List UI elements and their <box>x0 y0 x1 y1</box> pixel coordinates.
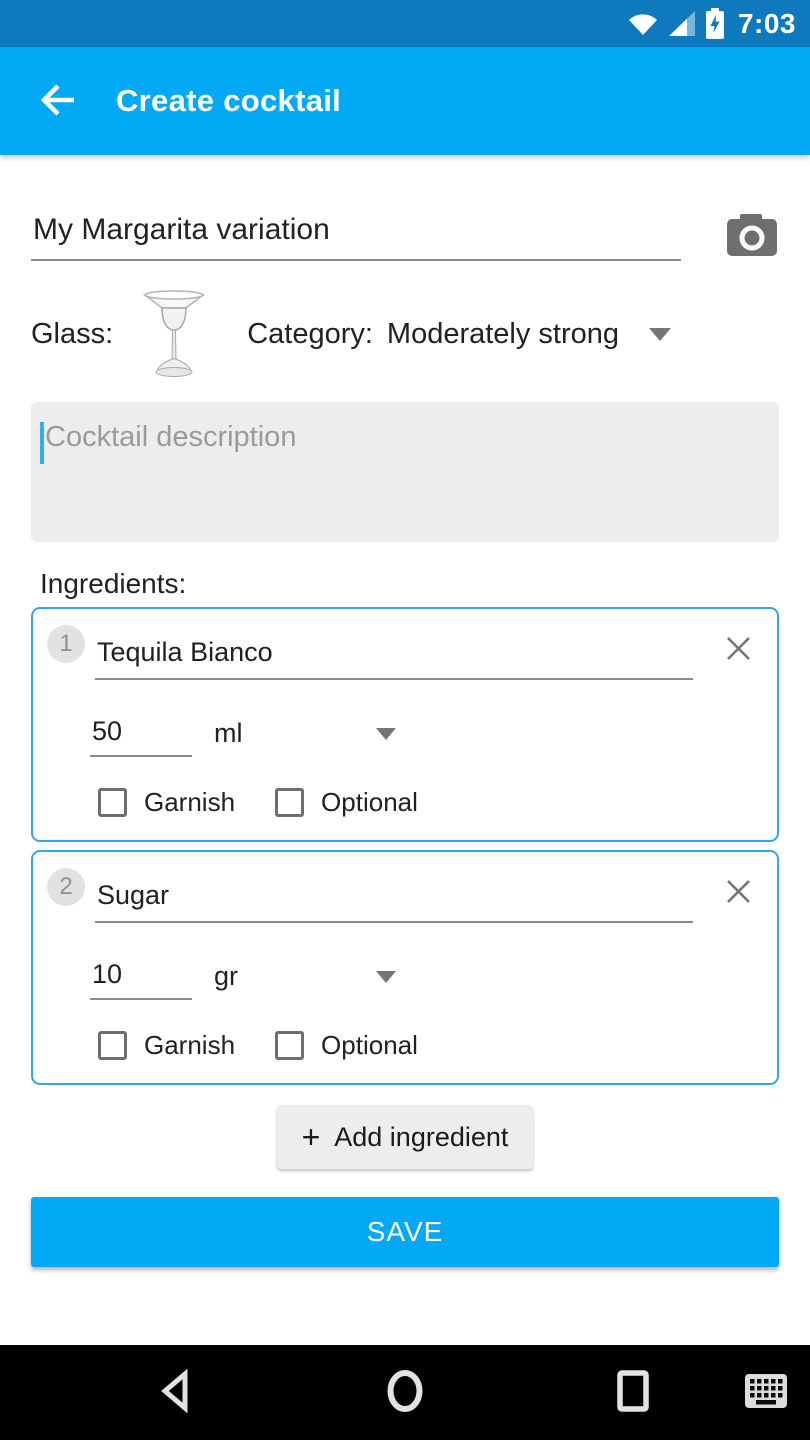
garnish-label: Garnish <box>144 1030 236 1060</box>
ingredient-amount-row: gr <box>90 959 753 1000</box>
optional-label: Optional <box>321 787 418 817</box>
page-title: Create cocktail <box>116 83 342 118</box>
nav-recents-button[interactable] <box>588 1345 678 1440</box>
ingredient-index-badge: 1 <box>47 625 85 663</box>
save-button[interactable]: SAVE <box>31 1197 779 1267</box>
add-ingredient-button[interactable]: + Add ingredient <box>277 1105 533 1169</box>
unit-select[interactable]: gr <box>214 961 396 1000</box>
unit-value: gr <box>214 961 239 991</box>
close-icon <box>725 878 752 908</box>
category-select[interactable]: Category: Moderately strong <box>247 317 672 351</box>
chevron-down-icon <box>649 327 672 341</box>
ingredient-name-input[interactable] <box>95 637 693 680</box>
text-cursor <box>40 422 44 464</box>
amount-input[interactable] <box>90 716 192 757</box>
garnish-label: Garnish <box>144 787 236 817</box>
ingredient-card: 2 gr <box>31 850 779 1085</box>
back-arrow-icon <box>37 80 79 123</box>
ingredient-options-row: Garnish Optional <box>98 1030 753 1061</box>
android-nav-bar <box>0 1345 810 1440</box>
optional-checkbox[interactable] <box>275 788 305 817</box>
category-value: Moderately strong <box>386 317 620 350</box>
description-box <box>31 402 779 542</box>
unit-value: ml <box>214 718 243 748</box>
back-button[interactable] <box>34 77 82 125</box>
optional-label: Optional <box>321 1030 418 1060</box>
keyboard-icon <box>745 1374 787 1411</box>
chevron-down-icon <box>376 727 396 740</box>
description-input[interactable] <box>31 402 779 542</box>
glass-category-row: Glass: Category: Moderately strong <box>31 287 779 381</box>
add-photo-button[interactable] <box>725 213 779 259</box>
chevron-down-icon <box>376 970 396 983</box>
app-bar: Create cocktail <box>0 47 810 155</box>
status-bar: 7:03 <box>0 0 810 47</box>
nav-back-triangle-icon <box>156 1368 200 1416</box>
garnish-checkbox[interactable] <box>98 1031 127 1060</box>
keyboard-toggle-button[interactable] <box>726 1345 806 1440</box>
ingredient-name-row: 1 <box>47 623 753 680</box>
remove-ingredient-button[interactable] <box>721 876 755 910</box>
ingredient-card: 1 ml <box>31 607 779 842</box>
cocktail-name-input[interactable] <box>31 211 681 261</box>
nav-recents-square-icon <box>613 1366 653 1419</box>
close-icon <box>725 635 752 665</box>
cell-signal-icon <box>668 11 695 36</box>
remove-ingredient-button[interactable] <box>721 633 755 667</box>
ingredients-section-label: Ingredients: <box>40 568 187 599</box>
ingredient-options-row: Garnish Optional <box>98 787 753 818</box>
ingredient-index-badge: 2 <box>47 868 85 906</box>
margarita-glass-icon <box>141 290 207 384</box>
ingredient-name-input[interactable] <box>95 880 693 923</box>
name-row <box>31 211 779 261</box>
amount-input[interactable] <box>90 959 192 1000</box>
plus-icon: + <box>301 1119 321 1155</box>
battery-charging-icon <box>705 8 724 39</box>
ingredient-name-row: 2 <box>47 866 753 923</box>
form-content: Glass: Category: Moderately strong <box>0 155 810 1345</box>
nav-home-circle-icon <box>383 1366 427 1419</box>
nav-home-button[interactable] <box>360 1345 450 1440</box>
category-label: Category: <box>247 317 373 350</box>
wifi-icon <box>628 11 658 36</box>
ingredient-amount-row: ml <box>90 716 753 757</box>
camera-icon <box>726 213 778 260</box>
unit-select[interactable]: ml <box>214 718 396 757</box>
nav-back-button[interactable] <box>133 1345 223 1440</box>
garnish-checkbox[interactable] <box>98 788 127 817</box>
optional-checkbox[interactable] <box>275 1031 305 1060</box>
status-clock: 7:03 <box>737 7 796 39</box>
add-ingredient-label: Add ingredient <box>334 1121 509 1152</box>
glass-label: Glass: <box>31 317 114 350</box>
glass-selector[interactable] <box>141 287 207 381</box>
